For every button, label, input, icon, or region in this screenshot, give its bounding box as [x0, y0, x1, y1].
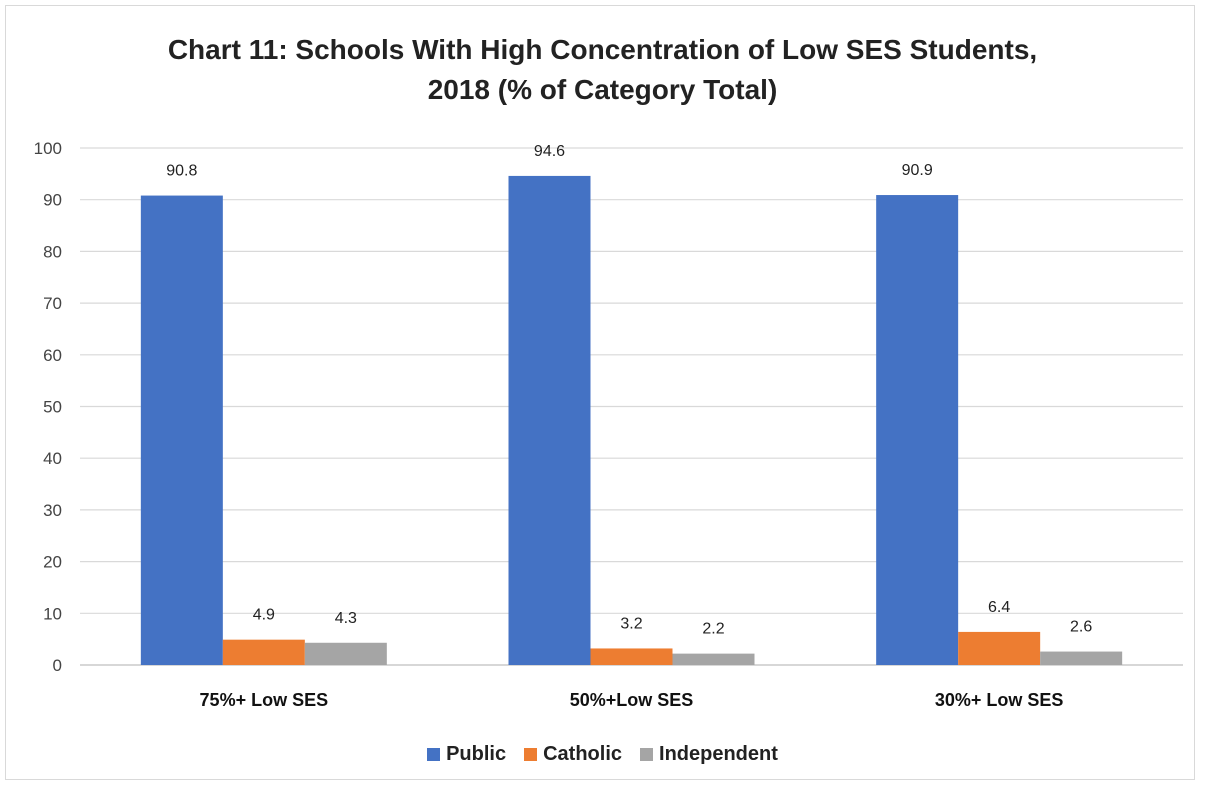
- legend-label-independent: Independent: [659, 743, 778, 765]
- y-tick-label: 30: [43, 501, 62, 520]
- legend-label-catholic: Catholic: [543, 743, 623, 765]
- y-tick-label: 60: [43, 346, 62, 365]
- y-tick-label: 100: [34, 139, 62, 158]
- y-tick-label: 40: [43, 449, 62, 468]
- bar-public-1: [140, 195, 223, 665]
- data-label-catholic-3: 6.4: [988, 599, 1010, 616]
- data-label-independent-1: 4.3: [335, 610, 357, 627]
- bar-independent-1: [304, 642, 387, 665]
- y-tick-label: 50: [43, 398, 62, 417]
- legend-item-catholic: Catholic: [524, 743, 622, 766]
- y-tick-label: 80: [43, 242, 62, 261]
- x-category-label: 30%+ Low SES: [935, 690, 1064, 710]
- gridlines: [80, 147, 1183, 666]
- legend-label-public: Public: [446, 743, 507, 765]
- y-tick-label: 0: [53, 656, 62, 675]
- bar-public-3: [876, 195, 959, 665]
- bar-catholic-2: [590, 648, 673, 665]
- bar-independent-3: [1040, 651, 1123, 665]
- y-axis: 0 10 20 30 40 50 60 70 80 90 100: [34, 139, 62, 675]
- data-label-catholic-1: 4.9: [253, 607, 275, 624]
- y-tick-label: 90: [43, 191, 62, 210]
- legend-item-public: Public: [427, 743, 506, 766]
- data-label-independent-2: 2.2: [702, 621, 724, 638]
- legend-swatch-independent: [640, 748, 654, 761]
- y-tick-label: 10: [43, 604, 62, 623]
- legend-swatch-public: [427, 748, 441, 761]
- data-label-public-2: 94.6: [534, 143, 565, 160]
- chart-title-line-1: Chart 11: Schools With High Concentratio…: [167, 34, 1038, 65]
- data-label-public-1: 90.8: [166, 163, 197, 180]
- bar-independent-2: [672, 653, 755, 665]
- bar-catholic-3: [958, 631, 1041, 665]
- bars: [140, 175, 1123, 665]
- legend-item-independent: Independent: [640, 743, 778, 766]
- bar-public-2: [508, 175, 591, 665]
- y-tick-label: 70: [43, 294, 62, 313]
- data-label-independent-3: 2.6: [1070, 619, 1092, 636]
- x-axis: 75%+ Low SES 50%+Low SES 30%+ Low SES: [200, 690, 1064, 710]
- data-label-catholic-2: 3.2: [620, 615, 642, 632]
- chart-title: Chart 11: Schools With High Concentratio…: [0, 30, 1205, 110]
- x-category-label: 50%+Low SES: [570, 690, 694, 710]
- data-labels: 90.8 4.9 4.3 94.6 3.2 2.2 90.9 6.4 2.6: [166, 143, 1092, 638]
- data-label-public-3: 90.9: [902, 162, 933, 179]
- x-category-label: 75%+ Low SES: [200, 690, 329, 710]
- legend: Public Catholic Independent: [0, 743, 1205, 766]
- bar-catholic-1: [222, 639, 305, 665]
- chart-title-line-2: 2018 (% of Category Total): [427, 74, 778, 105]
- y-tick-label: 20: [43, 553, 62, 572]
- legend-swatch-catholic: [524, 748, 538, 761]
